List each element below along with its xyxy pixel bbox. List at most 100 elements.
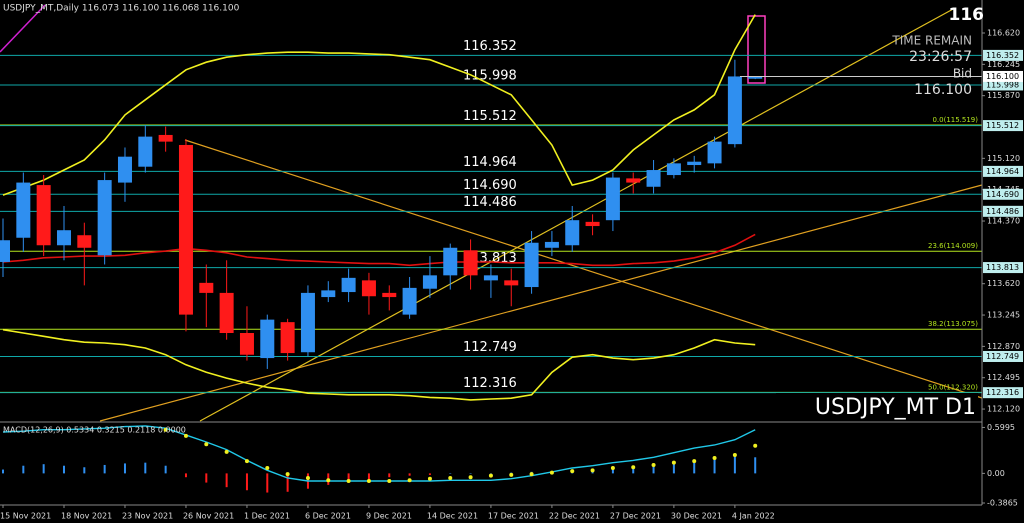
level-box (983, 120, 1023, 132)
level-box (983, 387, 1023, 399)
x-tick-label: 30 Dec 2021 (671, 512, 722, 521)
level-box (983, 262, 1023, 274)
bid-price: 116.100 (914, 82, 972, 98)
candle-body (646, 170, 661, 187)
plot: 0.0(115.519) 23.6(114.009) 38.2(113.075) 50… (0, 14, 982, 493)
candle-body (727, 76, 742, 145)
candle-body (443, 247, 458, 276)
macd-tick-label: 0.00 (987, 469, 1005, 478)
level-box-label: 114.486 (986, 207, 1019, 216)
signal-dot (326, 478, 331, 483)
y-tick-label: 113.620 (987, 279, 1020, 288)
x-tick-label: 14 Dec 2021 (427, 512, 478, 521)
macd-bar (449, 473, 452, 474)
fib-label: 38.2(113.075) (928, 320, 978, 328)
signal-dot (265, 466, 270, 471)
macd-bar (245, 473, 248, 491)
bid-box (983, 70, 1023, 82)
signal-dot (346, 479, 351, 484)
symbol-bg (776, 393, 978, 421)
candle-body (321, 290, 336, 298)
x-tick-label: 1 Dec 2021 (244, 512, 290, 521)
candle-body (158, 134, 173, 142)
candle-body (687, 161, 702, 166)
macd-bar (286, 473, 289, 492)
candle-body (117, 156, 132, 183)
macd-bar (144, 462, 147, 474)
signal-dot (671, 460, 676, 465)
trendline (0, 4, 46, 53)
signal-dot (712, 456, 717, 461)
level-label: 116.352 (463, 39, 517, 54)
x-tick-label: 6 Dec 2021 (305, 512, 351, 521)
candle-body (422, 275, 437, 289)
candle-body (260, 319, 275, 359)
level-box (983, 350, 1023, 362)
macd-bar (164, 465, 167, 474)
big-price: 116 (949, 5, 985, 25)
level-box-label: 114.690 (986, 190, 1019, 199)
x-tick-label: 17 Dec 2021 (488, 512, 539, 521)
indicator-line (2, 233, 756, 267)
macd-bar (693, 461, 696, 474)
macd-bar (754, 457, 757, 474)
signal-dot (204, 442, 209, 447)
y-tick-label: 114.370 (987, 217, 1020, 226)
macd-tick-label: 0.5995 (987, 423, 1015, 432)
bid-box-label: 116.100 (986, 72, 1019, 81)
signal-dot (285, 472, 290, 477)
timer: 23:26:57 (909, 49, 972, 65)
symbol-label: USDJPY_MT D1 (815, 395, 976, 420)
y-tick-label: 112.120 (987, 405, 1020, 414)
candle-body (382, 292, 397, 298)
candle-body (666, 163, 681, 176)
signal-dot (631, 465, 636, 470)
signal-dot (163, 427, 168, 432)
y-tick-label: 112.870 (987, 342, 1020, 351)
bid-label: Bid (953, 67, 972, 81)
candle-body (178, 144, 193, 315)
macd-bar (266, 473, 269, 493)
candle-body (341, 277, 356, 293)
signal-dot (468, 475, 473, 480)
signal-dot (509, 472, 514, 477)
candle-body (544, 241, 559, 248)
macd-bar (388, 473, 391, 478)
level-box (983, 188, 1023, 200)
level-box-label: 114.964 (986, 167, 1019, 176)
y-tick-label: 116.245 (987, 60, 1020, 69)
level-label: 114.690 (463, 178, 517, 193)
level-box-label: 112.749 (986, 352, 1019, 361)
macd-bar (367, 473, 370, 480)
level-box (983, 165, 1023, 177)
trendline (99, 184, 983, 422)
candle-body (605, 177, 620, 221)
candle-body (300, 292, 315, 353)
signal-dot (549, 470, 554, 475)
macd-bar (103, 464, 106, 474)
indicator-line (2, 328, 756, 401)
highlight-box (747, 15, 766, 84)
signal-dot (224, 449, 229, 454)
level-label: 114.486 (463, 195, 517, 210)
signal-dot (753, 443, 758, 448)
signal-dot (488, 473, 493, 478)
macd-bar (632, 467, 635, 474)
signal-dot (407, 478, 412, 483)
macd-bar (205, 473, 208, 483)
macd-tick-label: -0.3865 (987, 499, 1018, 508)
level-label: 115.512 (463, 109, 517, 124)
x-tick-label: 23 Nov 2021 (122, 512, 173, 521)
x-tick-label: 22 Dec 2021 (549, 512, 600, 521)
chart-title: USDJPY_MT,Daily 116.073 116.100 116.068 … (3, 4, 240, 14)
candle-body (219, 292, 234, 334)
macd-bar (489, 473, 492, 474)
macd-bar (225, 473, 228, 488)
x-tick-label: 26 Nov 2021 (183, 512, 234, 521)
macd-bar (469, 473, 472, 474)
signal-dot (366, 479, 371, 484)
signal-dot (529, 472, 534, 477)
level-box (983, 49, 1023, 61)
signal-dot (427, 476, 432, 481)
macd-bar (611, 468, 614, 474)
